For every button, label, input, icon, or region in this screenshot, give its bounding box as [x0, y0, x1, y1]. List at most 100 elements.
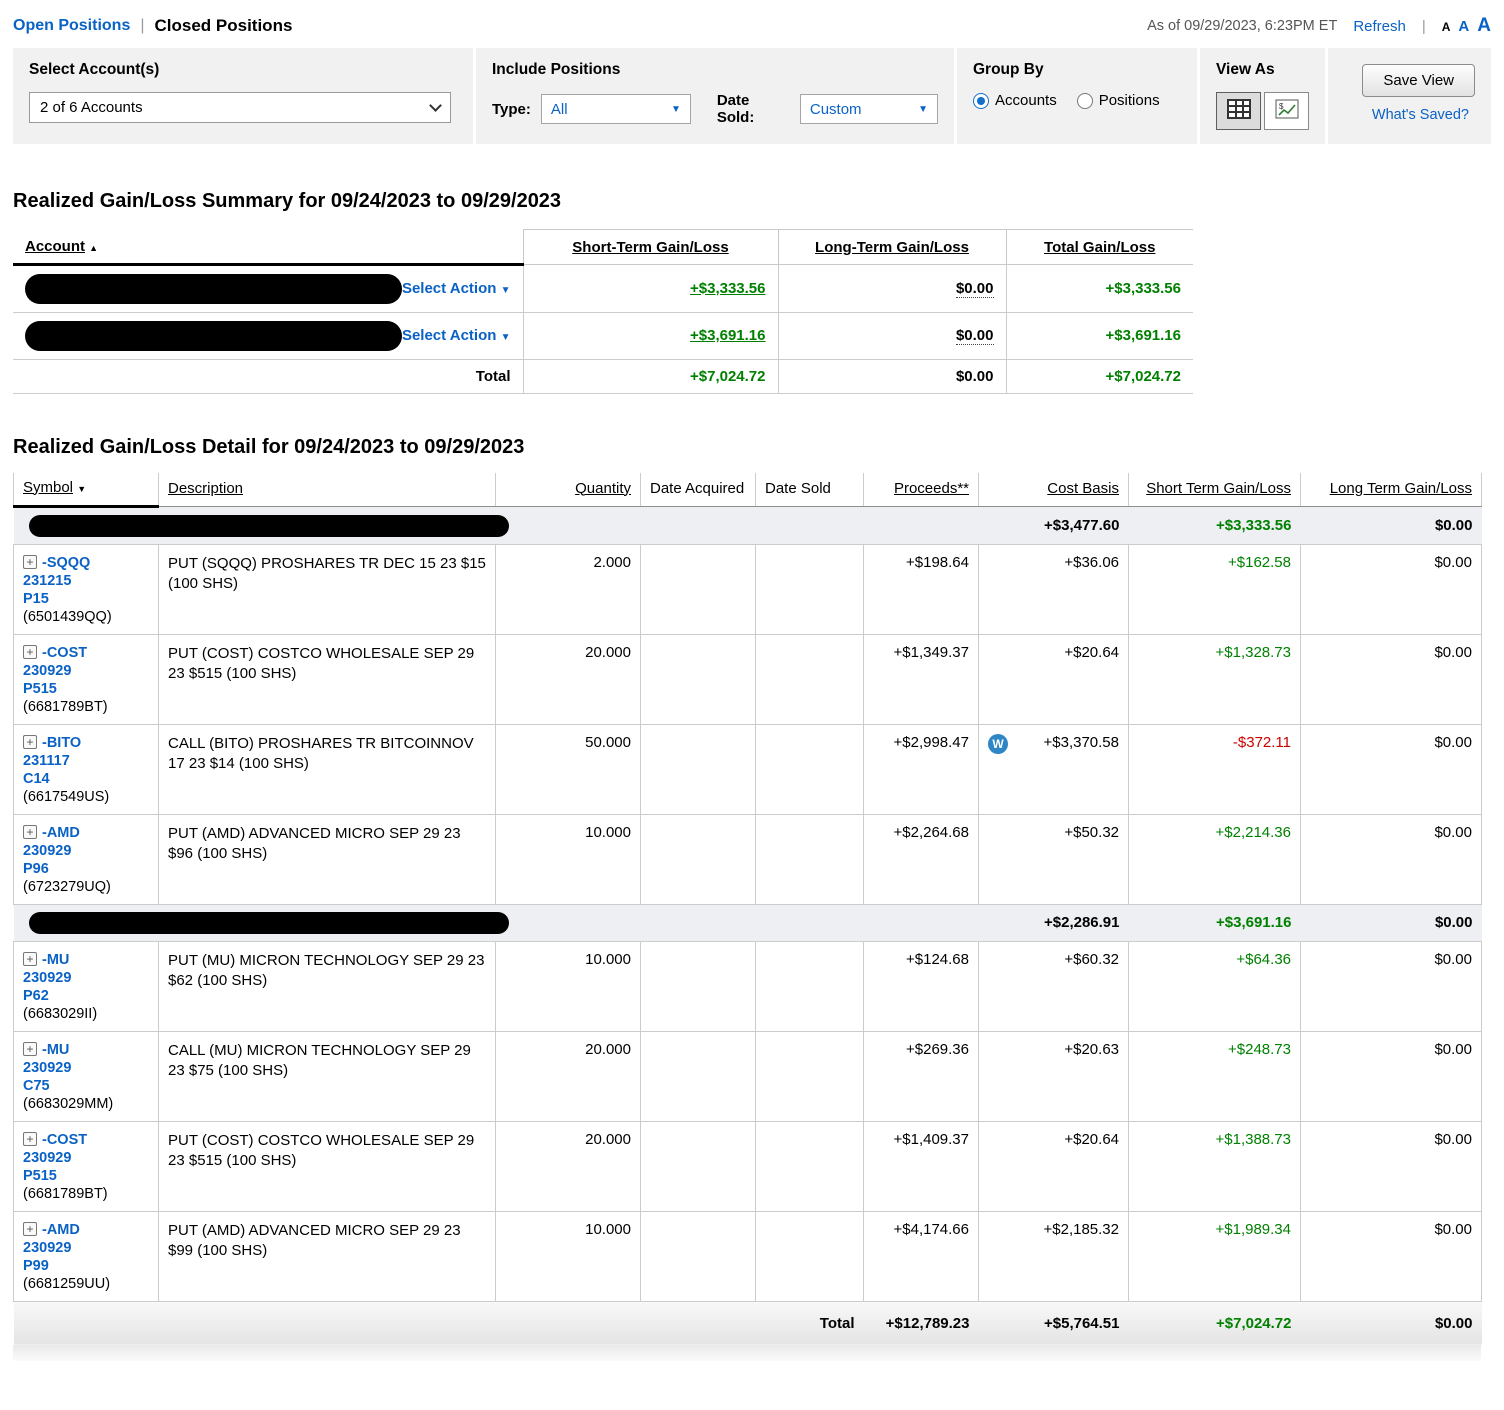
meta-separator: |: [1422, 18, 1426, 35]
redacted-account-name: [25, 274, 402, 304]
symbol-link[interactable]: 230929: [23, 1150, 149, 1166]
detail-header-row: Symbol ▼ Description Quantity Date Acqui…: [14, 473, 1482, 507]
summary-account-row: Select Action ▼ +$3,333.56 $0.00 +$3,333…: [13, 264, 1193, 312]
type-dropdown[interactable]: All ▼: [541, 94, 691, 124]
total-gain-total: +$7,024.72: [1006, 359, 1193, 393]
symbol-link[interactable]: 230929: [23, 1240, 149, 1256]
whats-saved-link[interactable]: What's Saved?: [1372, 107, 1469, 123]
sort-by-proceeds-header[interactable]: Proceeds**: [894, 480, 969, 497]
chart-view-icon: $: [1275, 99, 1299, 123]
sort-by-total-header[interactable]: Total Gain/Loss: [1044, 239, 1155, 256]
sort-by-quantity-header[interactable]: Quantity: [575, 480, 631, 497]
symbol-link[interactable]: 230929: [23, 843, 149, 859]
expand-icon[interactable]: +: [23, 825, 37, 839]
sort-by-long-term-header[interactable]: Long Term Gain/Loss: [1330, 480, 1472, 497]
long-term-value: $0.00: [956, 327, 994, 345]
detail-total-row: Total +$12,789.23 +$5,764.51 +$7,024.72 …: [14, 1301, 1482, 1345]
font-size-small-button[interactable]: A: [1442, 20, 1451, 34]
date-sold-dropdown[interactable]: Custom ▼: [800, 94, 938, 124]
expand-icon[interactable]: +: [23, 645, 37, 659]
tab-open-positions[interactable]: Open Positions: [13, 17, 130, 35]
symbol-link[interactable]: P515: [23, 681, 149, 697]
sort-by-long-term-header[interactable]: Long-Term Gain/Loss: [815, 239, 969, 256]
symbol-link[interactable]: 231117: [23, 753, 149, 769]
symbol-link[interactable]: -SQQQ: [42, 555, 90, 571]
date-acquired-cell: [641, 941, 756, 1031]
symbol-link[interactable]: 230929: [23, 970, 149, 986]
symbol-link[interactable]: P515: [23, 1168, 149, 1184]
cusip: (6723279UQ): [23, 879, 149, 895]
accounts-dropdown[interactable]: 2 of 6 Accounts: [29, 92, 451, 123]
date-acquired-cell: [641, 1031, 756, 1121]
symbol-link[interactable]: P62: [23, 988, 149, 1004]
symbol-link[interactable]: -AMD: [42, 825, 80, 841]
expand-icon[interactable]: +: [23, 735, 37, 749]
cost-basis-value: +$3,370.58: [1044, 734, 1120, 751]
table-row: +-MU 230929 P62 (6683029II) PUT (MU) MIC…: [14, 941, 1482, 1031]
description-cell: PUT (AMD) ADVANCED MICRO SEP 29 23 $96 (…: [159, 814, 496, 904]
expand-icon[interactable]: +: [23, 952, 37, 966]
symbol-cell: +-BITO 231117 C14 (6617549US): [14, 724, 159, 814]
quantity-cell: 20.000: [496, 1031, 641, 1121]
expand-icon[interactable]: +: [23, 1222, 37, 1236]
select-action-dropdown[interactable]: Select Action ▼: [402, 280, 511, 297]
save-view-button[interactable]: Save View: [1362, 64, 1475, 97]
group-cost-basis: +$2,286.91: [979, 904, 1129, 941]
sort-by-cost-basis-header[interactable]: Cost Basis: [1047, 480, 1119, 497]
refresh-link[interactable]: Refresh: [1353, 18, 1406, 35]
symbol-link[interactable]: -AMD: [42, 1222, 80, 1238]
font-size-controls: A A A: [1442, 15, 1491, 37]
date-sold-cell: [756, 814, 864, 904]
font-size-medium-button[interactable]: A: [1458, 18, 1469, 35]
date-acquired-cell: [641, 724, 756, 814]
expand-icon[interactable]: +: [23, 1042, 37, 1056]
proceeds-cell: +$4,174.66: [864, 1211, 979, 1301]
short-term-value[interactable]: +$3,333.56: [690, 280, 766, 297]
symbol-cell: +-MU 230929 C75 (6683029MM): [14, 1031, 159, 1121]
sort-by-account-header[interactable]: Account ▲: [25, 238, 98, 255]
cusip: (6683029II): [23, 1006, 149, 1022]
short-term-value[interactable]: +$3,691.16: [690, 327, 766, 344]
proceeds-cell: +$2,998.47: [864, 724, 979, 814]
symbol-link[interactable]: C14: [23, 771, 149, 787]
symbol-link[interactable]: 230929: [23, 1060, 149, 1076]
symbol-link[interactable]: C75: [23, 1078, 149, 1094]
bottom-fade: [13, 1345, 1481, 1361]
symbol-cell: + -AMD 230929 P96 (6723279UQ): [14, 814, 159, 904]
view-as-section: View As $: [1200, 48, 1325, 144]
symbol-link[interactable]: 230929: [23, 663, 149, 679]
group-by-accounts-radio[interactable]: Accounts: [973, 92, 1057, 109]
symbol-link[interactable]: -BITO: [42, 735, 81, 751]
group-long-term: $0.00: [1301, 904, 1482, 941]
table-row: +-SQQQ 231215 P15 (6501439QQ) PUT (SQQQ)…: [14, 544, 1482, 634]
symbol-link[interactable]: -COST: [42, 1132, 87, 1148]
tab-closed-positions: Closed Positions: [155, 16, 293, 36]
group-by-positions-radio[interactable]: Positions: [1077, 92, 1160, 109]
symbol-link[interactable]: -MU: [42, 1042, 69, 1058]
table-view-button[interactable]: [1216, 92, 1261, 130]
sort-by-symbol-header[interactable]: Symbol ▼: [23, 479, 86, 496]
expand-icon[interactable]: +: [23, 1132, 37, 1146]
symbol-link[interactable]: -MU: [42, 952, 69, 968]
date-acquired-cell: [641, 634, 756, 724]
summary-table: Account ▲ Short-Term Gain/Loss Long-Term…: [13, 229, 1193, 394]
symbol-link[interactable]: P15: [23, 591, 149, 607]
sort-by-short-term-header[interactable]: Short-Term Gain/Loss: [572, 239, 728, 256]
sort-by-short-term-header[interactable]: Short Term Gain/Loss: [1146, 480, 1291, 497]
as-of-timestamp: As of 09/29/2023, 6:23PM ET: [1147, 18, 1337, 34]
description-cell: PUT (COST) COSTCO WHOLESALE SEP 29 23 $5…: [159, 634, 496, 724]
sort-by-description-header[interactable]: Description: [168, 480, 243, 497]
table-row: +-COST 230929 P515 (6681789BT) PUT (COST…: [14, 634, 1482, 724]
symbol-link[interactable]: 231215: [23, 573, 149, 589]
symbol-link[interactable]: P96: [23, 861, 149, 877]
wash-sale-icon[interactable]: W: [988, 734, 1008, 754]
expand-icon[interactable]: +: [23, 555, 37, 569]
symbol-link[interactable]: -COST: [42, 645, 87, 661]
font-size-large-button[interactable]: A: [1477, 15, 1491, 37]
symbol-link[interactable]: P99: [23, 1258, 149, 1274]
cusip: (6681259UU): [23, 1276, 149, 1292]
type-dropdown-value: All: [551, 101, 568, 118]
select-action-dropdown[interactable]: Select Action ▼: [402, 327, 511, 344]
date-sold-cell: [756, 1211, 864, 1301]
chart-view-button[interactable]: $: [1264, 92, 1309, 130]
